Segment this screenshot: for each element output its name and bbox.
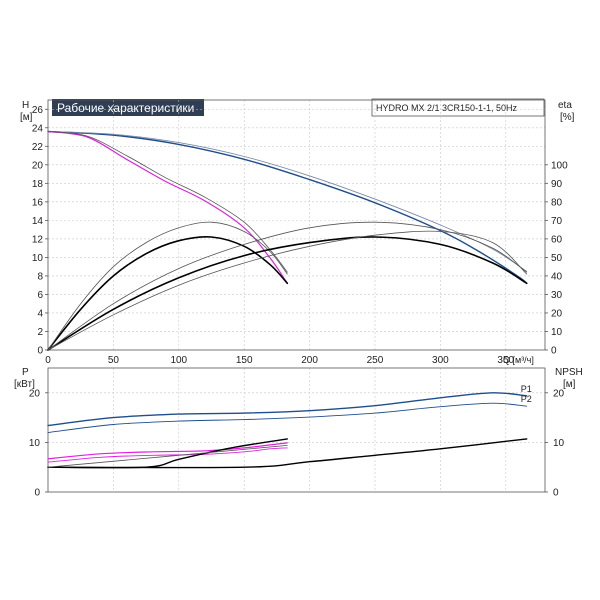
eta-tick-label: 40: [551, 271, 563, 282]
y-tick-label: 0: [37, 346, 43, 357]
series-label-p2: P2: [521, 394, 532, 404]
x-axis-label: Q [м³/ч]: [503, 355, 534, 365]
top-left-axis-label-2: [м]: [20, 112, 33, 123]
eta-tick-label: 30: [551, 290, 563, 301]
power-curve-6: [47, 445, 288, 468]
p-tick-label: 0: [34, 488, 40, 499]
title-box: [52, 99, 204, 116]
series-label-p1: P1: [521, 384, 532, 394]
p-tick-label: 20: [29, 388, 41, 399]
chart-title: Рабочие характеристики: [57, 101, 194, 115]
npsh-tick-label: 10: [553, 438, 565, 449]
power-curve-3: [47, 447, 288, 463]
y-tick-label: 22: [32, 142, 44, 153]
x-tick-label: 0: [45, 355, 51, 366]
power-curve-0: [47, 392, 528, 427]
eta-curve-6: [47, 236, 528, 351]
eta-curve-8: [47, 230, 528, 351]
x-tick-label: 50: [108, 355, 120, 366]
model-label: HYDRO MX 2/1 3CR150-1-1, 50Hz: [376, 103, 518, 113]
eta-tick-label: 0: [551, 346, 557, 357]
y-tick-label: 8: [37, 271, 43, 282]
eta-tick-label: 50: [551, 253, 563, 264]
eta-curve-5: [47, 221, 288, 351]
top-right-axis-label-2: [%]: [560, 112, 575, 123]
y-tick-label: 20: [32, 160, 44, 171]
head-curve-3: [47, 131, 288, 273]
y-tick-label: 16: [32, 197, 44, 208]
head-curve-1: [47, 131, 528, 272]
y-tick-label: 10: [32, 253, 44, 264]
y-tick-label: 18: [32, 179, 44, 190]
x-tick-label: 100: [170, 355, 187, 366]
p-tick-label: 10: [29, 438, 41, 449]
bottom-right-axis-label-2: [м]: [563, 379, 576, 390]
eta-tick-label: 20: [551, 308, 563, 319]
eta-tick-label: 70: [551, 216, 563, 227]
plot-frame: [47, 99, 546, 351]
x-tick-label: 200: [301, 355, 318, 366]
performance-plot: 0246810121416182022242601020304050607080…: [32, 99, 568, 366]
top-right-axis-label-1: eta: [558, 100, 572, 111]
model-box: [371, 98, 545, 117]
power-curve-1: [47, 402, 528, 433]
plot-frame: [47, 367, 546, 493]
power-curve-4: [47, 438, 288, 469]
power-curve-5: [47, 438, 528, 469]
x-tick-label: 250: [367, 355, 384, 366]
x-tick-label: 150: [236, 355, 253, 366]
eta-tick-label: 80: [551, 197, 563, 208]
eta-tick-label: 90: [551, 179, 563, 190]
y-tick-label: 24: [32, 123, 44, 134]
x-tick-label: 300: [432, 355, 449, 366]
eta-curve-7: [47, 221, 528, 351]
y-tick-label: 14: [32, 216, 44, 227]
y-tick-label: 4: [37, 308, 43, 319]
head-curve-0: [47, 130, 528, 284]
power-curve-2: [47, 442, 288, 460]
x-tick-label: 350: [497, 355, 514, 366]
npsh-tick-label: 0: [553, 488, 559, 499]
y-tick-label: 6: [37, 290, 43, 301]
top-left-axis-label-1: H: [22, 100, 29, 111]
y-tick-label: 2: [37, 327, 43, 338]
bottom-left-axis-label-2: [кВт]: [14, 379, 35, 390]
eta-tick-label: 10: [551, 327, 563, 338]
npsh-tick-label: 20: [553, 388, 565, 399]
eta-tick-label: 100: [551, 160, 568, 171]
eta-curve-4: [47, 235, 289, 351]
bottom-left-axis-label-1: P: [22, 367, 29, 378]
bottom-right-axis-label-1: NPSH: [555, 367, 583, 378]
y-tick-label: 12: [32, 234, 44, 245]
eta-tick-label: 60: [551, 234, 563, 245]
y-tick-label: 26: [32, 105, 44, 116]
